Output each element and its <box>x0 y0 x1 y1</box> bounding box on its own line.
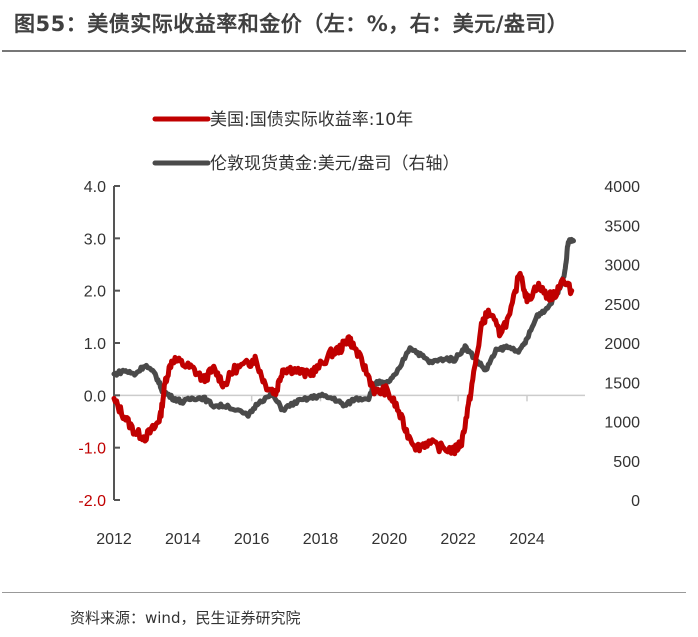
right-axis-tick-label: 4000 <box>604 179 640 196</box>
chart-title: 图55：美债实际收益率和金价（左：%，右：美元/盎司） <box>14 12 569 36</box>
x-axis-tick-label: 2012 <box>96 531 132 548</box>
left-axis-tick-label: 4.0 <box>84 179 106 196</box>
right-axis-tick-label: 2000 <box>604 336 640 353</box>
source-note: 资料来源：wind，民生证券研究院 <box>70 609 301 627</box>
right-axis-tick-label: 0 <box>631 493 640 510</box>
left-axis-tick-label: 3.0 <box>84 231 106 248</box>
x-axis-tick-label: 2022 <box>440 531 476 548</box>
axes: -2.0 -1.0 0.0 1.0 2.0 3.0 4.0 0 500 1000 1500 2000 2… <box>78 179 640 548</box>
legend: 美国:国债实际收益率:10年 伦敦现货黄金:美元/盎司（右轴） <box>152 110 459 174</box>
left-axis-tick-label: -1.0 <box>78 441 106 458</box>
chart: -2.0 -1.0 0.0 1.0 2.0 3.0 4.0 0 500 1000 1500 2000 2… <box>78 110 640 548</box>
x-axis-tick-label: 2014 <box>165 531 201 548</box>
left-axis-tick-label: -2.0 <box>78 493 106 510</box>
right-axis-tick-label: 2500 <box>604 297 640 314</box>
title-divider <box>2 50 686 52</box>
x-axis-tick-label: 2024 <box>509 531 545 548</box>
left-axis-tick-label: 1.0 <box>84 336 106 353</box>
legend-label-real-yield: 美国:国债实际收益率:10年 <box>210 110 413 130</box>
right-axis-tick-label: 1000 <box>604 415 640 432</box>
x-axis-tick-label: 2020 <box>372 531 408 548</box>
series-line-real-yield <box>111 270 575 457</box>
right-axis-tick-label: 500 <box>613 454 640 471</box>
right-axis-tick-label: 1500 <box>604 375 640 392</box>
footer-divider <box>2 592 686 593</box>
right-axis-tick-label: 3000 <box>604 258 640 275</box>
series-lines <box>111 236 576 457</box>
left-axis-tick-label: 0.0 <box>84 388 106 405</box>
series-line-gold <box>111 236 576 419</box>
left-axis-tick-label: 2.0 <box>84 284 106 301</box>
x-axis-tick-label: 2016 <box>234 531 270 548</box>
right-axis-tick-label: 3500 <box>604 218 640 235</box>
x-axis-tick-label: 2018 <box>303 531 339 548</box>
legend-label-gold: 伦敦现货黄金:美元/盎司（右轴） <box>210 154 459 174</box>
